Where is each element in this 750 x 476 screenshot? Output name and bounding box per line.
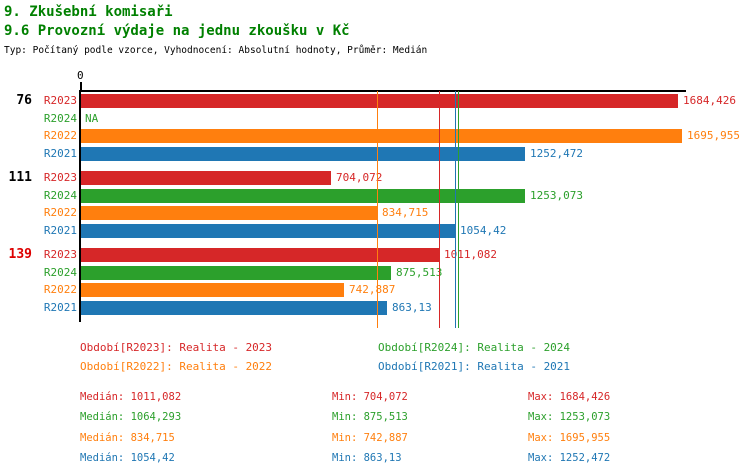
legend-R2023: Období[R2023]: Realita - 2023 xyxy=(80,341,273,354)
bar-value-111-R2021: 1054,42 xyxy=(460,224,507,237)
stat-max-R2023: Max: 1684,426 xyxy=(528,391,611,403)
row-label-111-R2022: R2022 xyxy=(43,206,77,219)
bar-111-R2021 xyxy=(81,224,455,238)
bar-value-76-R2023: 1684,426 xyxy=(683,94,736,107)
stat-median-R2022: Medián: 834,715 xyxy=(80,432,175,444)
bar-value-111-R2023: 704,072 xyxy=(336,171,383,184)
bar-76-R2022 xyxy=(81,129,682,143)
bar-111-R2024 xyxy=(81,189,525,203)
row-label-139-R2021: R2021 xyxy=(43,301,77,314)
bar-value-139-R2021: 863,13 xyxy=(392,301,432,314)
page-title: 9. Zkušební komisaři xyxy=(4,4,173,20)
stat-median-R2021: Medián: 1054,42 xyxy=(80,452,175,464)
row-label-139-R2023: R2023 xyxy=(43,248,77,261)
stat-max-R2021: Max: 1252,472 xyxy=(528,452,611,464)
bar-value-139-R2023: 1011,082 xyxy=(444,248,497,261)
bar-76-R2021 xyxy=(81,147,525,161)
row-label-76-R2022: R2022 xyxy=(43,129,77,142)
median-line-R2022 xyxy=(377,91,378,328)
row-label-76-R2023: R2023 xyxy=(43,94,77,107)
bar-value-111-R2024: 1253,073 xyxy=(530,189,583,202)
legend-R2021: Období[R2021]: Realita - 2021 xyxy=(378,360,571,373)
group-label-111: 111 xyxy=(8,170,32,185)
bar-139-R2023 xyxy=(81,248,439,262)
stat-min-R2024: Min: 875,513 xyxy=(332,411,408,423)
row-label-111-R2024: R2024 xyxy=(43,189,77,202)
bar-value-139-R2024: 875,513 xyxy=(396,266,443,279)
stat-max-R2024: Max: 1253,073 xyxy=(528,411,611,423)
bar-139-R2022 xyxy=(81,283,344,297)
bar-value-76-R2021: 1252,472 xyxy=(530,147,583,160)
bar-value-111-R2022: 834,715 xyxy=(382,206,429,219)
page-subtitle: 9.6 Provozní výdaje na jednu zkoušku v K… xyxy=(4,23,350,39)
bar-value-76-R2022: 1695,955 xyxy=(687,129,740,142)
legend-R2024: Období[R2024]: Realita - 2024 xyxy=(378,341,571,354)
row-label-76-R2021: R2021 xyxy=(43,147,77,160)
group-label-139: 139 xyxy=(8,247,32,262)
median-line-R2024 xyxy=(458,91,459,328)
median-line-R2023 xyxy=(439,91,440,328)
bar-value-139-R2022: 742,887 xyxy=(349,283,396,296)
legend-R2022: Období[R2022]: Realita - 2022 xyxy=(80,360,273,373)
stat-max-R2022: Max: 1695,955 xyxy=(528,432,611,444)
median-line-R2021 xyxy=(455,91,456,328)
stat-median-R2024: Medián: 1064,293 xyxy=(80,411,182,423)
bar-139-R2024 xyxy=(81,266,391,280)
chart-meta: Typ: Počítaný podle vzorce, Vyhodnocení:… xyxy=(4,45,428,56)
row-label-139-R2022: R2022 xyxy=(43,283,77,296)
bar-111-R2022 xyxy=(81,206,377,220)
group-label-76: 76 xyxy=(16,93,32,108)
stat-min-R2022: Min: 742,887 xyxy=(332,432,408,444)
row-label-111-R2021: R2021 xyxy=(43,224,77,237)
axis-tick xyxy=(80,82,82,91)
bar-na-label-76-R2024: NA xyxy=(85,112,99,125)
axis-line-x xyxy=(80,90,686,92)
stat-min-R2021: Min: 863,13 xyxy=(332,452,402,464)
bar-111-R2023 xyxy=(81,171,331,185)
bar-139-R2021 xyxy=(81,301,387,315)
row-label-139-R2024: R2024 xyxy=(43,266,77,279)
stat-min-R2023: Min: 704,072 xyxy=(332,391,408,403)
axis-origin-label: 0 xyxy=(77,69,84,82)
row-label-111-R2023: R2023 xyxy=(43,171,77,184)
axis-line-y xyxy=(79,90,81,322)
bar-76-R2023 xyxy=(81,94,678,108)
row-label-76-R2024: R2024 xyxy=(43,112,77,125)
stat-median-R2023: Medián: 1011,082 xyxy=(80,391,182,403)
